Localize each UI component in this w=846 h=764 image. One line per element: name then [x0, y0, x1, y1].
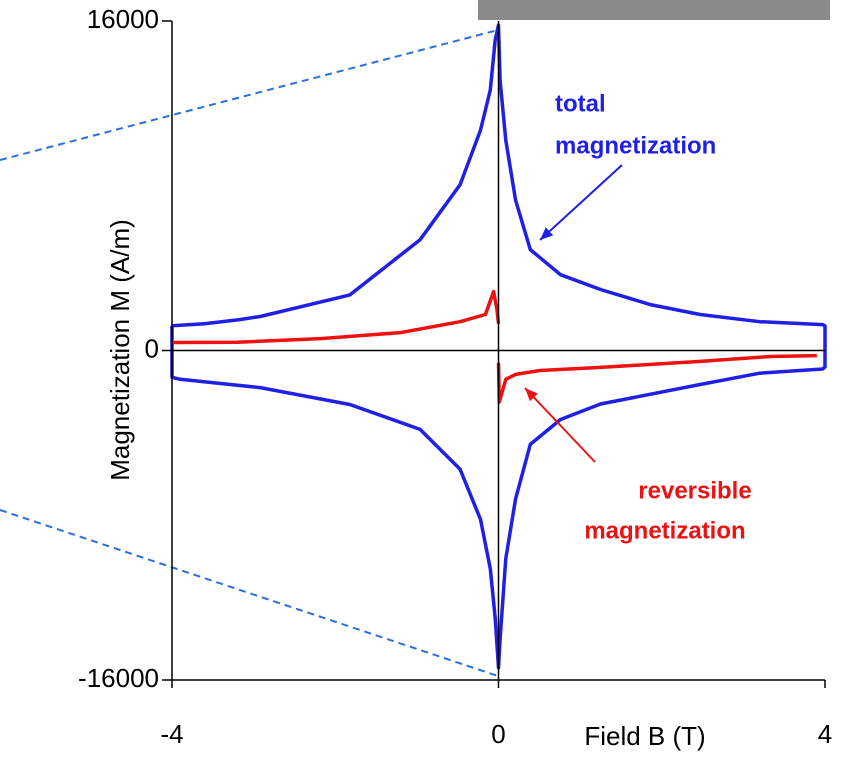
- photo-strip: [478, 0, 830, 20]
- series-line: [170, 23, 827, 670]
- annotation: total: [555, 90, 606, 117]
- y-tick-label: 0: [145, 333, 159, 363]
- y-axis-label: Magnetization M (A/m): [105, 219, 135, 481]
- plot: [170, 23, 827, 670]
- x-axis-label: Field B (T): [584, 721, 705, 751]
- x-tick-label: 0: [491, 719, 505, 749]
- zoom-line: [0, 509, 499, 677]
- y-tick-label: -16000: [78, 663, 159, 693]
- annotation-arrow: [539, 164, 623, 241]
- zoom-line: [0, 29, 499, 161]
- series-line: [171, 289, 817, 404]
- x-tick-label: 4: [818, 719, 832, 749]
- arrow-head: [525, 388, 538, 402]
- annotation: magnetization: [584, 517, 745, 544]
- annotation: reversible: [638, 477, 751, 504]
- y-tick-label: 16000: [87, 4, 159, 34]
- annotation-arrow: [524, 387, 596, 463]
- x-tick-label: -4: [160, 719, 183, 749]
- arrow-head: [540, 227, 554, 240]
- annotation: magnetization: [555, 132, 716, 159]
